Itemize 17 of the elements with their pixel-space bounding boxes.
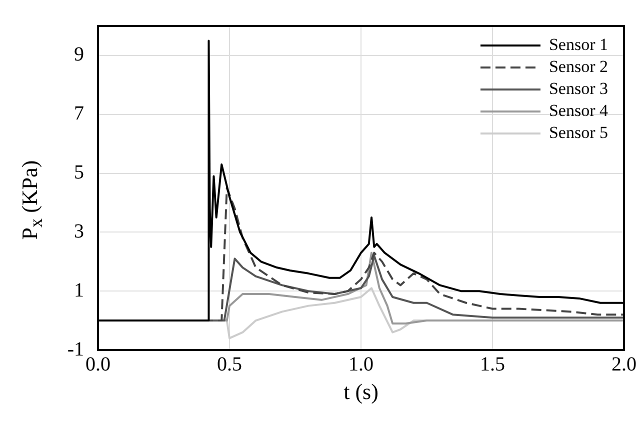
x-axis-title: t (s) <box>344 379 378 405</box>
y-tick-label: 1 <box>74 279 84 302</box>
legend-label: Sensor 4 <box>548 100 608 120</box>
legend-label: Sensor 2 <box>548 56 608 76</box>
legend-label: Sensor 5 <box>548 122 608 142</box>
legend-label: Sensor 3 <box>548 78 608 98</box>
x-tick-label: 1.0 <box>348 353 374 376</box>
y-tick-label: 3 <box>74 220 84 242</box>
legend-label: Sensor 1 <box>548 34 608 54</box>
x-tick-label: 1.5 <box>480 353 505 376</box>
y-tick-label: 7 <box>74 102 84 125</box>
y-tick-label: 9 <box>74 44 84 66</box>
x-tick-label: 2.0 <box>612 353 636 376</box>
x-tick-label: 0.0 <box>86 353 110 376</box>
x-tick-label: 0.5 <box>217 353 242 376</box>
y-tick-label: -1 <box>67 338 84 360</box>
y-tick-label: 5 <box>74 162 84 184</box>
